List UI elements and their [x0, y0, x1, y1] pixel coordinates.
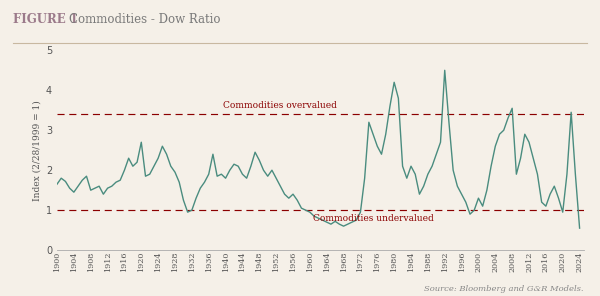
Text: Commodities - Dow Ratio: Commodities - Dow Ratio [69, 13, 221, 26]
Text: Commodities overvalued: Commodities overvalued [223, 101, 337, 110]
Text: Source: Bloomberg and G&R Models.: Source: Bloomberg and G&R Models. [424, 285, 583, 293]
Text: Commodities undervalued: Commodities undervalued [313, 214, 433, 223]
Y-axis label: Index (2/28/1999 = 1): Index (2/28/1999 = 1) [33, 100, 42, 201]
Text: FIGURE 1: FIGURE 1 [13, 13, 78, 26]
